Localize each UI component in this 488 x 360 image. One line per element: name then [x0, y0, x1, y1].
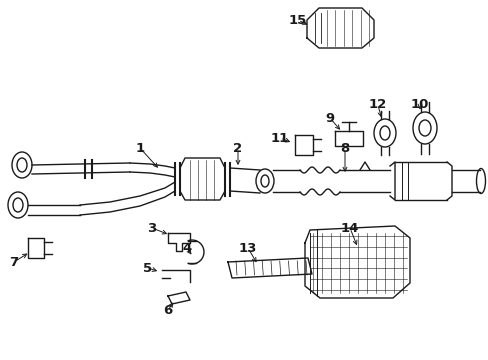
Ellipse shape: [261, 175, 268, 187]
Text: 11: 11: [270, 131, 288, 144]
Text: 3: 3: [147, 221, 156, 234]
Ellipse shape: [373, 119, 395, 147]
Ellipse shape: [475, 168, 485, 194]
Text: 13: 13: [238, 242, 257, 255]
Ellipse shape: [412, 112, 436, 144]
Ellipse shape: [379, 126, 389, 140]
Text: 5: 5: [143, 261, 152, 274]
Text: 10: 10: [410, 99, 428, 112]
Ellipse shape: [17, 158, 27, 172]
Text: 12: 12: [368, 99, 386, 112]
Ellipse shape: [12, 152, 32, 178]
Text: 1: 1: [135, 141, 144, 154]
Text: 9: 9: [325, 112, 334, 125]
Text: 6: 6: [163, 303, 172, 316]
Text: 4: 4: [182, 242, 191, 255]
Ellipse shape: [13, 198, 23, 212]
Ellipse shape: [256, 169, 273, 193]
Text: 2: 2: [233, 141, 242, 154]
Ellipse shape: [8, 192, 28, 218]
Text: 8: 8: [340, 141, 349, 154]
Ellipse shape: [418, 120, 430, 136]
Text: 14: 14: [340, 221, 359, 234]
Text: 7: 7: [9, 256, 19, 269]
Text: 15: 15: [288, 13, 306, 27]
